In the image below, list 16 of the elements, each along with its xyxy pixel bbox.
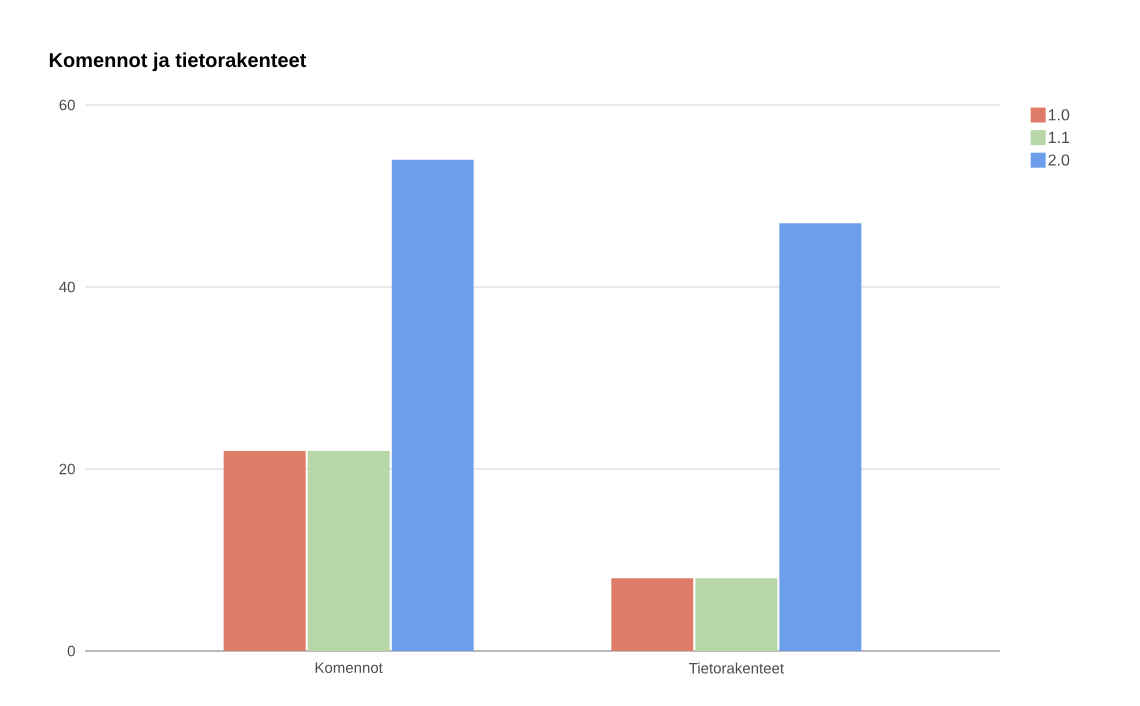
bar (611, 578, 694, 651)
x-tick-label: Komennot (315, 662, 383, 673)
bar (779, 223, 862, 651)
y-tick-label: 60 (59, 99, 75, 111)
legend-label: 1.0 (1048, 109, 1070, 121)
y-tick-label: 40 (59, 281, 75, 293)
bar (391, 159, 474, 651)
y-tick-label: 20 (59, 463, 75, 475)
chart-title: Komennot ja tietorakenteet (49, 52, 307, 72)
y-tick-label: 0 (67, 645, 75, 657)
bar (223, 450, 306, 651)
bar (695, 578, 778, 651)
legend-label: 1.1 (1048, 131, 1070, 143)
x-tick-label: Tietorakenteet (689, 662, 784, 674)
bar (307, 450, 390, 651)
legend-label: 2.0 (1048, 154, 1070, 166)
